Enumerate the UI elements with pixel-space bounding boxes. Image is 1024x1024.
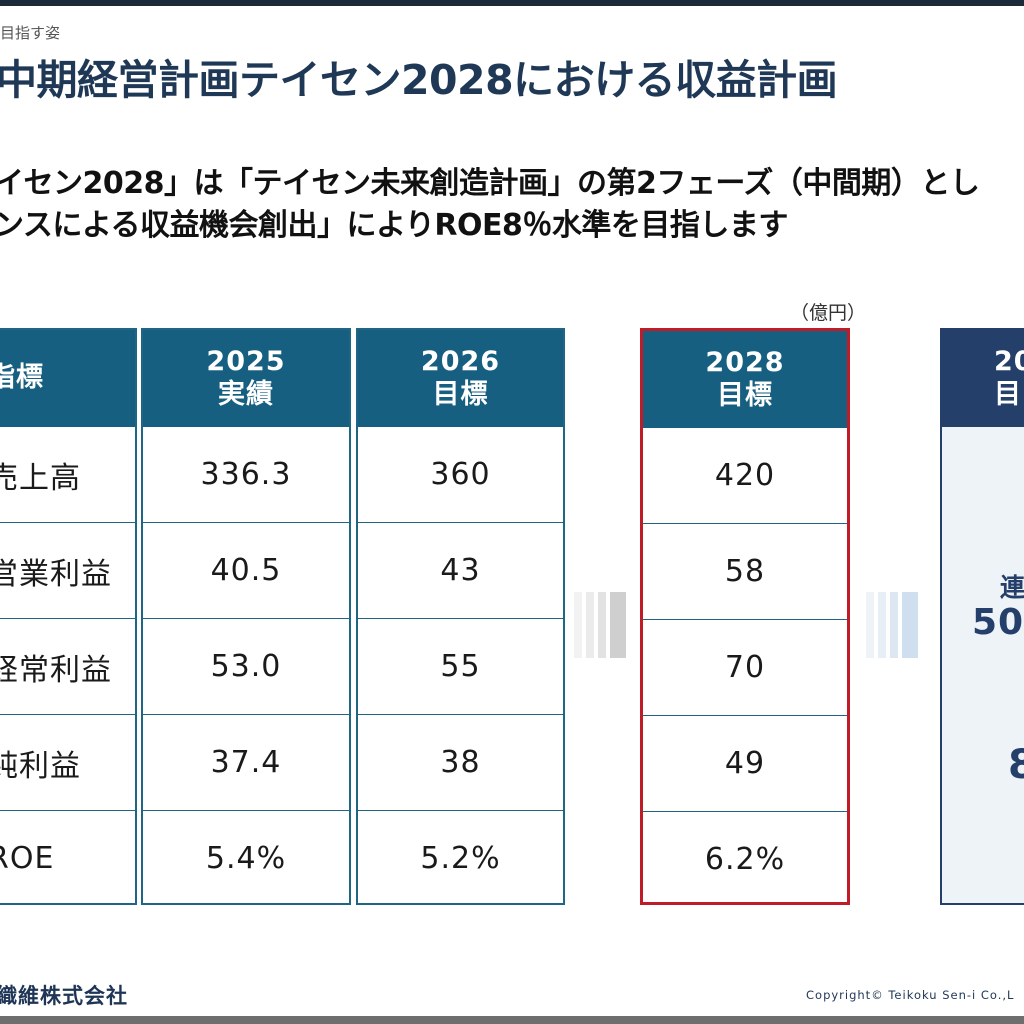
- long-term-roe: 8: [1008, 742, 1024, 788]
- arrow-bar: [878, 592, 886, 658]
- arrow-bar: [586, 592, 594, 658]
- breadcrumb: 目指す姿: [0, 24, 61, 42]
- long-term-value: 50: [972, 602, 1024, 643]
- value-cell: 55: [358, 618, 563, 714]
- arrow-bar: [610, 592, 626, 658]
- page-title: 中期経営計画テイセン2028における収益計画: [0, 56, 838, 104]
- progress-arrow-right: [866, 592, 918, 658]
- value-cell: 38: [358, 714, 563, 810]
- arrow-bar: [574, 592, 582, 658]
- unit-label: （億円）: [790, 302, 867, 324]
- value-cell: 49: [643, 715, 847, 811]
- column-header: 2028 目標: [643, 331, 847, 428]
- bottom-bar: [0, 1016, 1024, 1024]
- value-cell: 420: [714, 458, 776, 493]
- column-header: 20 目: [942, 330, 1024, 427]
- value-cell: 6.2%: [643, 811, 847, 907]
- column-header: 2025 実績: [143, 330, 349, 427]
- value-cell: 53.0: [143, 618, 349, 714]
- metric-label: 純利益: [0, 714, 135, 810]
- company-name: 織維株式会社: [0, 984, 128, 1008]
- value-cell: 5.4%: [143, 810, 349, 906]
- long-term-label: 連: [1000, 573, 1024, 602]
- column-long-term-partial: 20 目 連 50 8: [940, 328, 1024, 905]
- lead-text-line-1: イセン2028」は「テイセン未来創造計画」の第2フェーズ（中間期）とし: [0, 166, 980, 201]
- column-2026-target: 2026 目標 360 43 55 38 5.2%: [356, 328, 565, 905]
- column-2028-target-highlighted: 2028 目標 420 58 70 49 6.2%: [640, 328, 850, 905]
- value-cell: 70: [643, 619, 847, 715]
- top-bar: [0, 0, 1024, 6]
- copyright: Copyright© Teikoku Sen-i Co.,L: [806, 988, 1015, 1002]
- arrow-bar: [890, 592, 898, 658]
- value-cell: 360: [430, 457, 491, 492]
- value-cell: 5.2%: [358, 810, 563, 906]
- value-cell: 40.5: [143, 522, 349, 618]
- value-cell: 43: [358, 522, 563, 618]
- column-header: 2026 目標: [358, 330, 563, 427]
- metric-label: 売上高: [0, 460, 81, 496]
- metric-label: 経常利益: [0, 618, 135, 714]
- metric-label: ROE: [0, 810, 135, 906]
- metric-label: 営業利益: [0, 522, 135, 618]
- column-2025-actual: 2025 実績 336.3 40.5 53.0 37.4 5.4%: [141, 328, 351, 905]
- arrow-bar: [902, 592, 918, 658]
- arrow-bar: [598, 592, 606, 658]
- metric-label-column: 指標 売上高 営業利益 経常利益 純利益 ROE: [0, 328, 137, 905]
- arrow-bar: [866, 592, 874, 658]
- value-cell: 58: [643, 523, 847, 619]
- progress-arrow-left: [574, 592, 626, 658]
- metric-header: 指標: [0, 330, 135, 427]
- value-cell: 37.4: [143, 714, 349, 810]
- lead-text-line-2: ンスによる収益機会創出」によりROE8％水準を目指します: [0, 208, 788, 243]
- value-cell: 336.3: [200, 457, 292, 492]
